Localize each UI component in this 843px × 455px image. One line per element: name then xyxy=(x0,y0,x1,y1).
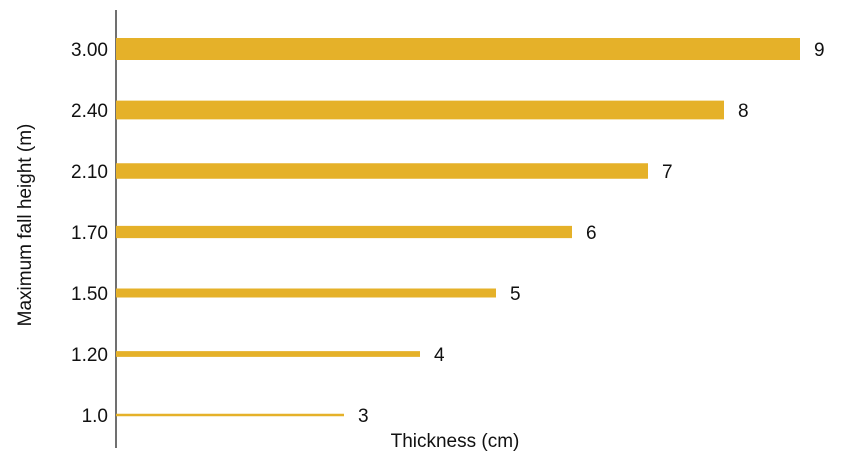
category-label: 1.50 xyxy=(71,284,108,305)
bar xyxy=(116,351,420,357)
data-label: 8 xyxy=(738,101,749,122)
bar xyxy=(116,100,724,120)
category-labels: 3.00 2.40 2.10 1.70 1.50 1.20 1.0 xyxy=(71,40,108,427)
value-labels: 9 8 7 6 5 4 3 xyxy=(358,40,825,427)
bar xyxy=(116,38,800,60)
data-label: 3 xyxy=(358,406,369,427)
data-label: 4 xyxy=(434,345,445,366)
category-label: 3.00 xyxy=(71,40,108,61)
category-label: 1.0 xyxy=(82,406,108,427)
data-label: 7 xyxy=(662,162,673,183)
y-axis-title: Maximum fall height (m) xyxy=(15,124,36,327)
data-label: 5 xyxy=(510,284,521,305)
category-label: 1.70 xyxy=(71,223,108,244)
data-label: 6 xyxy=(586,223,597,244)
category-label: 2.10 xyxy=(71,162,108,183)
bar xyxy=(116,288,496,298)
bar xyxy=(116,225,572,239)
bars-group xyxy=(116,38,800,417)
bar xyxy=(116,163,648,179)
data-label: 9 xyxy=(814,40,825,61)
category-label: 1.20 xyxy=(71,345,108,366)
x-axis-title: Thickness (cm) xyxy=(391,431,520,452)
category-label: 2.40 xyxy=(71,101,108,122)
bar xyxy=(116,413,344,417)
